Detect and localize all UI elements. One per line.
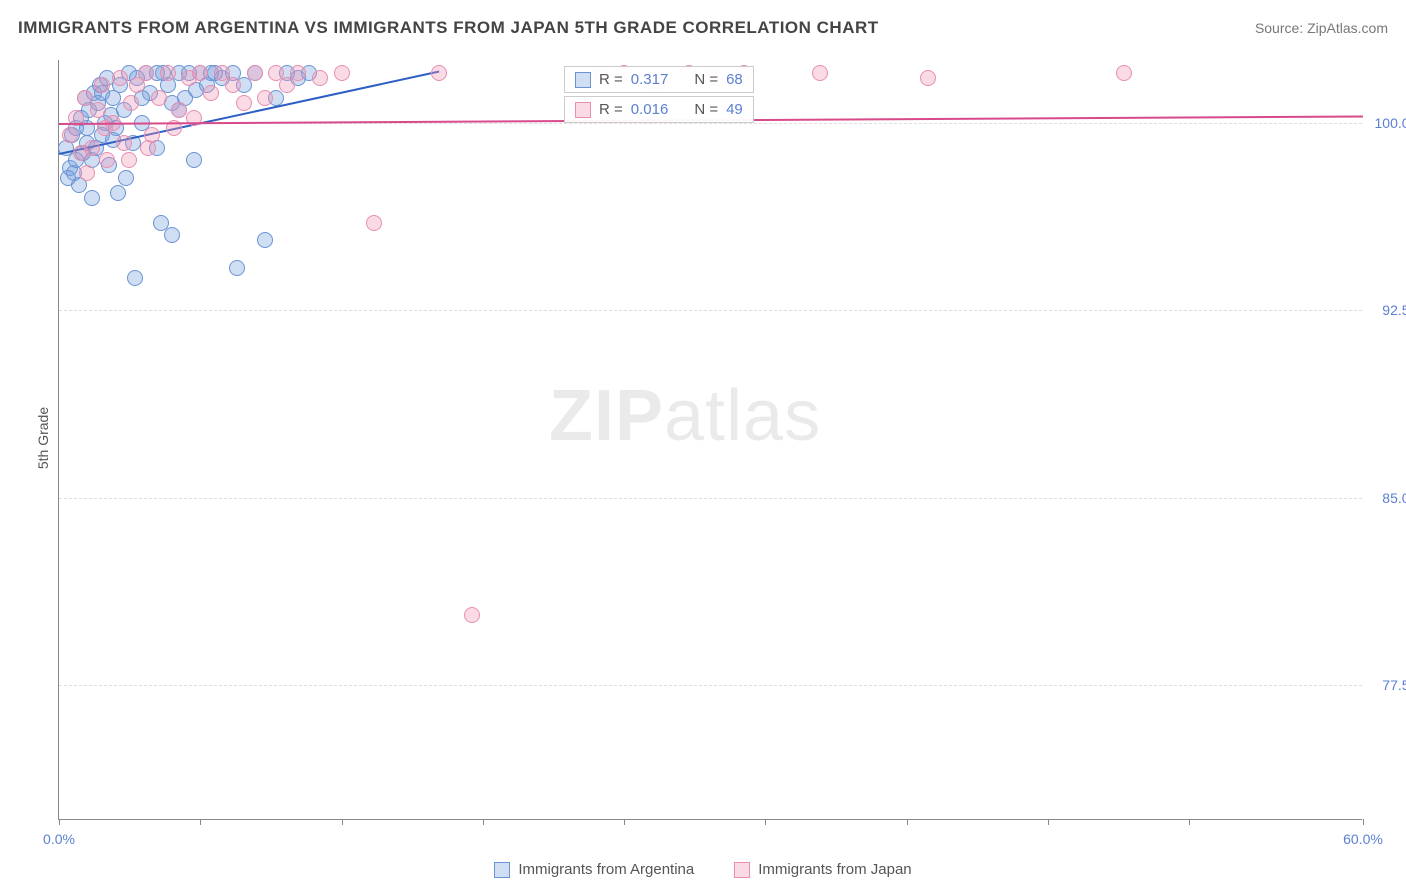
data-point bbox=[229, 260, 245, 276]
data-point bbox=[1116, 65, 1132, 81]
data-point bbox=[84, 140, 100, 156]
legend-swatch-icon bbox=[734, 862, 750, 878]
data-point bbox=[118, 170, 134, 186]
legend-item-japan: Immigrants from Japan bbox=[734, 861, 911, 878]
data-point bbox=[464, 607, 480, 623]
x-tick bbox=[1048, 819, 1049, 825]
correlation-stats-box: R = 0.317 N = 68 bbox=[564, 66, 754, 93]
n-label: N = bbox=[694, 71, 718, 88]
gridline bbox=[59, 685, 1362, 686]
data-point bbox=[140, 140, 156, 156]
watermark-atlas: atlas bbox=[664, 376, 821, 456]
legend-label: Immigrants from Argentina bbox=[518, 861, 694, 878]
data-point bbox=[312, 70, 328, 86]
data-point bbox=[77, 90, 93, 106]
watermark: ZIPatlas bbox=[549, 375, 821, 457]
chart-header: IMMIGRANTS FROM ARGENTINA VS IMMIGRANTS … bbox=[18, 18, 1388, 38]
data-point bbox=[121, 152, 137, 168]
data-point bbox=[186, 152, 202, 168]
x-tick bbox=[59, 819, 60, 825]
r-label: R = bbox=[599, 101, 623, 118]
x-tick bbox=[200, 819, 201, 825]
y-tick-label: 100.0% bbox=[1367, 115, 1406, 131]
y-tick-label: 85.0% bbox=[1367, 490, 1406, 506]
data-point bbox=[160, 65, 176, 81]
n-value: 49 bbox=[726, 101, 743, 118]
y-axis-label: 5th Grade bbox=[35, 407, 51, 469]
data-point bbox=[236, 95, 252, 111]
data-point bbox=[192, 65, 208, 81]
data-point bbox=[225, 77, 241, 93]
x-tick bbox=[1189, 819, 1190, 825]
r-value: 0.016 bbox=[631, 101, 669, 118]
correlation-stats-box: R = 0.016 N = 49 bbox=[564, 96, 754, 123]
data-point bbox=[110, 185, 126, 201]
legend-swatch-icon bbox=[494, 862, 510, 878]
data-point bbox=[94, 77, 110, 93]
series-swatch-icon bbox=[575, 102, 591, 118]
data-point bbox=[203, 85, 219, 101]
x-tick-label: 0.0% bbox=[43, 831, 75, 847]
x-tick bbox=[483, 819, 484, 825]
data-point bbox=[279, 77, 295, 93]
data-point bbox=[920, 70, 936, 86]
x-tick bbox=[342, 819, 343, 825]
data-point bbox=[257, 90, 273, 106]
data-point bbox=[431, 65, 447, 81]
legend-label: Immigrants from Japan bbox=[758, 861, 911, 878]
data-point bbox=[247, 65, 263, 81]
source-attribution: Source: ZipAtlas.com bbox=[1255, 20, 1388, 36]
y-tick-label: 77.5% bbox=[1367, 677, 1406, 693]
data-point bbox=[123, 95, 139, 111]
data-point bbox=[99, 152, 115, 168]
gridline bbox=[59, 310, 1362, 311]
legend-item-argentina: Immigrants from Argentina bbox=[494, 861, 694, 878]
x-tick bbox=[1363, 819, 1364, 825]
x-tick bbox=[765, 819, 766, 825]
data-point bbox=[171, 102, 187, 118]
series-swatch-icon bbox=[575, 72, 591, 88]
data-point bbox=[812, 65, 828, 81]
data-point bbox=[116, 135, 132, 151]
data-point bbox=[90, 102, 106, 118]
watermark-zip: ZIP bbox=[549, 376, 664, 456]
r-value: 0.317 bbox=[631, 71, 669, 88]
data-point bbox=[127, 270, 143, 286]
data-point bbox=[112, 70, 128, 86]
scatter-plot-area: ZIPatlas 100.0%92.5%85.0%77.5%0.0%60.0% bbox=[58, 60, 1362, 820]
data-point bbox=[257, 232, 273, 248]
y-tick-label: 92.5% bbox=[1367, 302, 1406, 318]
data-point bbox=[290, 65, 306, 81]
data-point bbox=[151, 90, 167, 106]
x-tick bbox=[624, 819, 625, 825]
r-label: R = bbox=[599, 71, 623, 88]
chart-title: IMMIGRANTS FROM ARGENTINA VS IMMIGRANTS … bbox=[18, 18, 879, 38]
data-point bbox=[62, 127, 78, 143]
data-point bbox=[60, 170, 76, 186]
data-point bbox=[164, 227, 180, 243]
bottom-legend: Immigrants from Argentina Immigrants fro… bbox=[0, 861, 1406, 878]
n-value: 68 bbox=[726, 71, 743, 88]
n-label: N = bbox=[694, 101, 718, 118]
x-tick bbox=[907, 819, 908, 825]
data-point bbox=[366, 215, 382, 231]
data-point bbox=[138, 65, 154, 81]
gridline bbox=[59, 498, 1362, 499]
data-point bbox=[334, 65, 350, 81]
data-point bbox=[84, 190, 100, 206]
x-tick-label: 60.0% bbox=[1343, 831, 1383, 847]
data-point bbox=[79, 165, 95, 181]
